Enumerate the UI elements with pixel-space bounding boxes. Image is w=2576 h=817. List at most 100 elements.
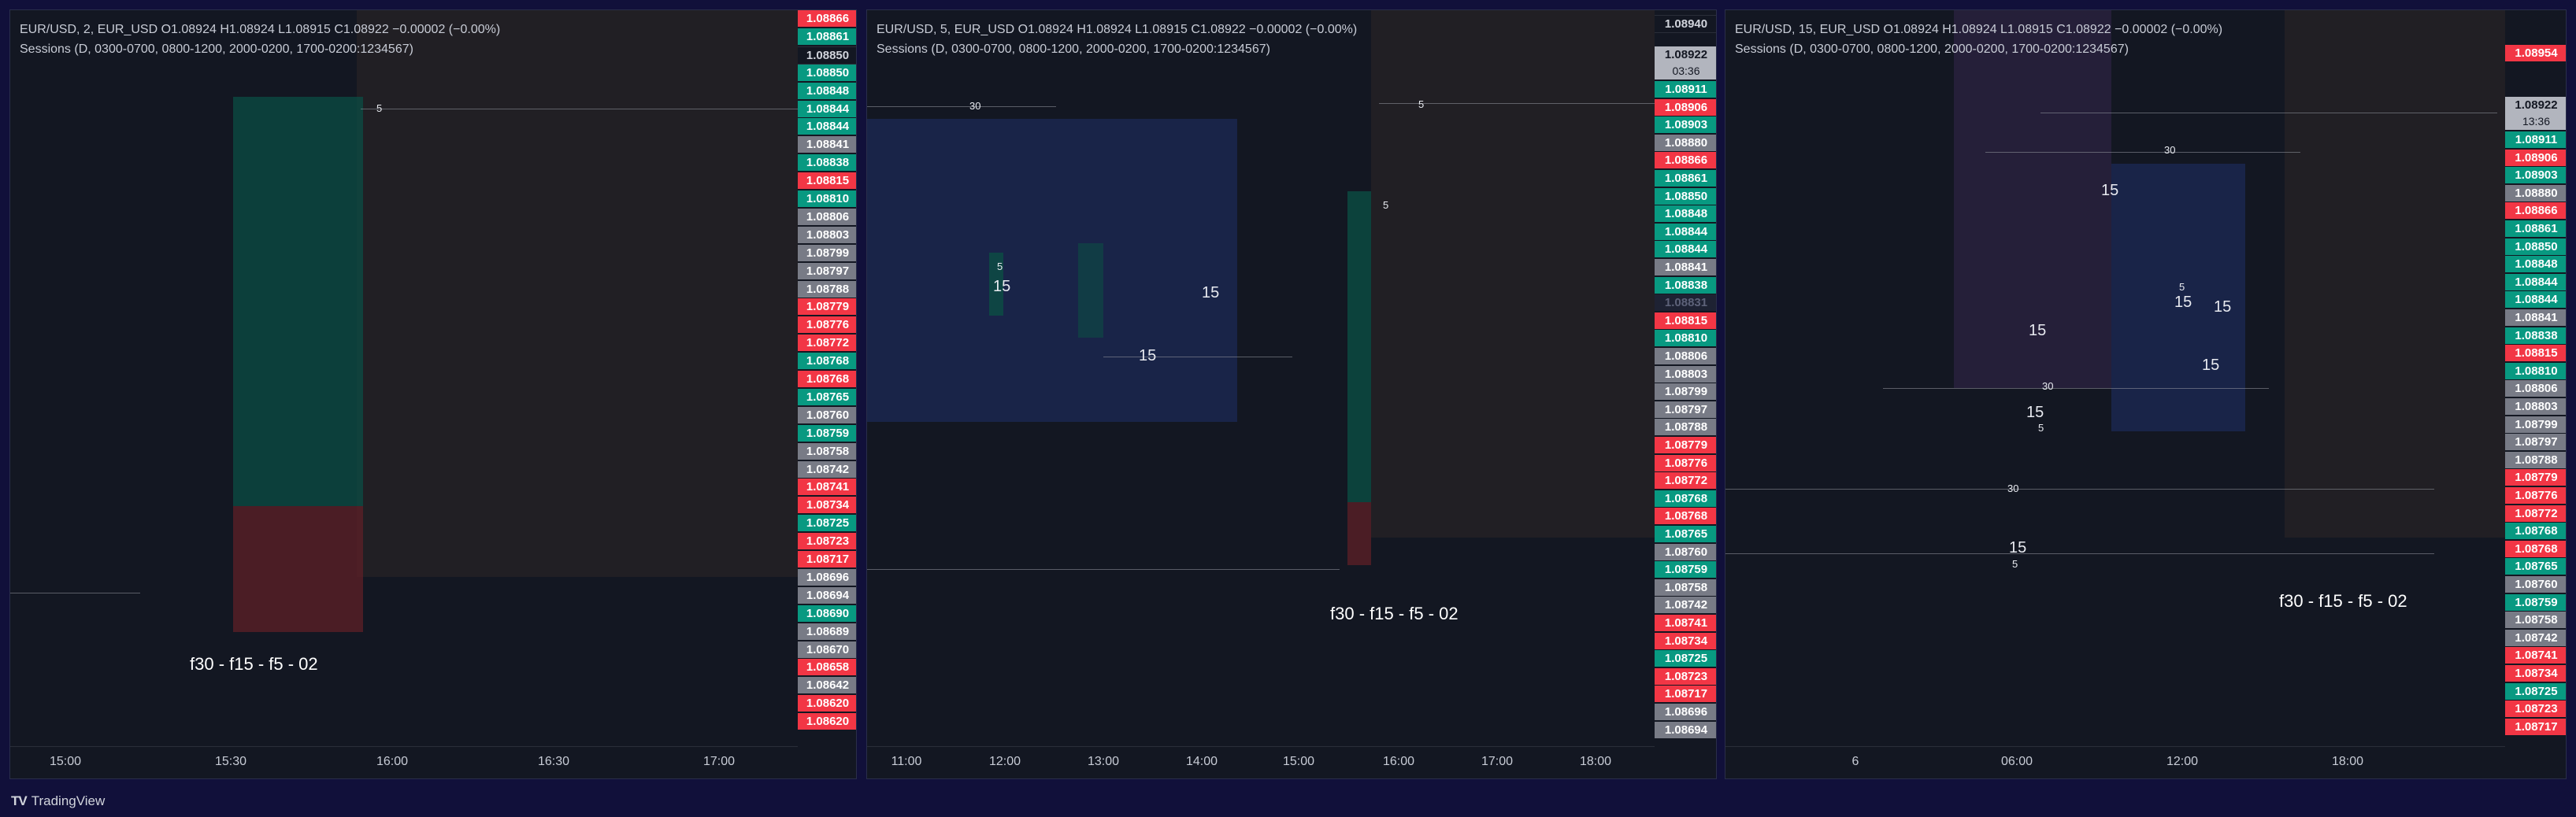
chart-panel-15m[interactable]: 30 15 15 15 5 15 15 30 15 5 30 15 5 EUR/… bbox=[1725, 9, 2567, 779]
price-tag: 1.08689 bbox=[798, 623, 856, 640]
price-tag: 1.08848 bbox=[1655, 205, 1716, 223]
level-label: 15 bbox=[1202, 284, 1220, 301]
price-tag: 1.08803 bbox=[798, 226, 856, 243]
time-tick-label: 6 bbox=[1851, 755, 1859, 768]
price-tag: 1.08723 bbox=[798, 533, 856, 550]
price-tag: 1.08741 bbox=[2505, 647, 2566, 664]
price-tag: 1.08658 bbox=[798, 659, 856, 676]
mini-zone bbox=[989, 253, 1003, 316]
level-label: 15 bbox=[2202, 357, 2220, 374]
price-tag: 1.08806 bbox=[2505, 380, 2566, 397]
price-tag: 1.08620 bbox=[798, 695, 856, 712]
mini-zone bbox=[1078, 243, 1103, 338]
price-tag: 1.08741 bbox=[1655, 615, 1716, 631]
price-ladder[interactable]: 1.08940 1.08922 03:36 1.08911 1.08906 1.08903… bbox=[1655, 10, 1716, 747]
price-tag: 1.08694 bbox=[798, 586, 856, 604]
price-tag: 1.08880 bbox=[1655, 134, 1716, 151]
price-tag: 1.08810 bbox=[798, 190, 856, 207]
long-position-loss-zone[interactable] bbox=[233, 506, 363, 632]
level-line bbox=[1379, 103, 1655, 104]
current-price-tag: 1.08922 13:36 bbox=[2505, 97, 2566, 130]
session-box-blue bbox=[867, 119, 1237, 422]
chart-panel-2m[interactable]: 5 EUR/USD, 2, EUR_USD O1.08924 H1.08924 … bbox=[9, 9, 857, 779]
price-tag: 1.08758 bbox=[798, 442, 856, 460]
symbol-info: EUR/USD, 5, EUR_USD O1.08924 H1.08924 L1… bbox=[877, 20, 1357, 59]
price-tag: 1.08723 bbox=[1655, 667, 1716, 685]
price-tag: 1.08642 bbox=[798, 677, 856, 694]
chart-panel-5m[interactable]: 30 5 15 15 15 5 5 EUR/USD, 5, EUR_USD O1… bbox=[866, 9, 1717, 779]
level-label: 15 bbox=[993, 278, 1011, 295]
sessions-indicator-label[interactable]: Sessions (D, 0300-0700, 0800-1200, 2000-… bbox=[877, 43, 1270, 56]
price-tag: 1.08734 bbox=[2505, 665, 2566, 682]
plot-area[interactable]: 30 15 15 15 5 15 15 30 15 5 30 15 5 bbox=[1725, 10, 2505, 747]
price-tag: 1.08725 bbox=[798, 515, 856, 532]
price-tag: 1.08788 bbox=[1655, 419, 1716, 436]
level-label: 15 bbox=[2029, 322, 2047, 339]
price-tag: 1.08841 bbox=[1655, 259, 1716, 275]
price-ladder[interactable]: 1.08954 1.08922 13:36 1.08911 1.08906 1.08903… bbox=[2505, 10, 2566, 747]
price-tag: 1.08903 bbox=[1655, 116, 1716, 134]
long-position-profit-zone[interactable] bbox=[233, 97, 363, 506]
price-tag: 1.08742 bbox=[1655, 597, 1716, 614]
price-tag: 1.08772 bbox=[798, 335, 856, 352]
price-tag: 1.08844 bbox=[2505, 273, 2566, 290]
symbol-info: EUR/USD, 15, EUR_USD O1.08924 H1.08924 L… bbox=[1735, 20, 2222, 59]
price-ladder[interactable]: 1.08866 1.08861 1.08850 1.08850 1.08848 1.088… bbox=[798, 10, 856, 747]
ohlc-header: EUR/USD, 2, EUR_USD O1.08924 H1.08924 L1… bbox=[20, 23, 501, 36]
tradingview-brand[interactable]: TV TradingView bbox=[11, 793, 105, 809]
annotation-note[interactable]: f30 - f15 - f5 - 02 bbox=[2279, 591, 2407, 611]
price-tag: 1.08765 bbox=[2505, 558, 2566, 575]
price-tag: 1.08799 bbox=[1655, 383, 1716, 401]
price-tag: 1.08806 bbox=[798, 208, 856, 225]
level-label: 15 bbox=[2026, 404, 2044, 421]
time-tick-label: 15:30 bbox=[214, 755, 247, 768]
time-tick-label: 16:00 bbox=[376, 755, 409, 768]
price-tag: 1.08768 bbox=[1655, 508, 1716, 525]
price-tag: 1.08772 bbox=[2505, 505, 2566, 522]
price-tag: 1.08838 bbox=[1655, 276, 1716, 294]
price-tag: 1.08741 bbox=[798, 479, 856, 496]
level-label: 30 bbox=[2042, 380, 2054, 392]
annotation-note[interactable]: f30 - f15 - f5 - 02 bbox=[1330, 604, 1458, 623]
price-tag: 1.08742 bbox=[2505, 629, 2566, 646]
price-tag: 1.08759 bbox=[2505, 593, 2566, 611]
time-axis[interactable]: 11:00 12:00 13:00 14:00 15:00 16:00 17:00 18:00 bbox=[867, 746, 1655, 778]
sessions-indicator-label[interactable]: Sessions (D, 0300-0700, 0800-1200, 2000-… bbox=[1735, 43, 2129, 56]
level-line bbox=[1725, 489, 2434, 490]
price-tag: 1.08799 bbox=[798, 244, 856, 261]
price-tag: 1.08779 bbox=[1655, 437, 1716, 453]
price-tag: 1.08765 bbox=[798, 388, 856, 405]
time-tick-label: 18:00 bbox=[2331, 755, 2364, 768]
level-label: 5 bbox=[376, 102, 383, 114]
price-tag: 1.08844 bbox=[1655, 241, 1716, 258]
session-box-purple bbox=[1954, 10, 2111, 388]
level-label: 5 bbox=[1418, 98, 1425, 110]
plot-area[interactable]: 30 5 15 15 15 5 5 bbox=[867, 10, 1655, 747]
price-tag: 1.08799 bbox=[2505, 416, 2566, 433]
price-tag: 1.08844 bbox=[2505, 291, 2566, 309]
time-tick-label: 16:00 bbox=[1382, 755, 1415, 768]
price-tag: 1.08768 bbox=[798, 371, 856, 387]
bar-countdown: 13:36 bbox=[2522, 115, 2551, 128]
time-tick-label: 12:00 bbox=[988, 755, 1021, 768]
price-tag: 1.08861 bbox=[1655, 170, 1716, 187]
ohlc-header: EUR/USD, 5, EUR_USD O1.08924 H1.08924 L1… bbox=[877, 23, 1358, 36]
level-label: 5 bbox=[2038, 422, 2044, 434]
price-tag: 1.08911 bbox=[1655, 81, 1716, 98]
plot-area[interactable]: 5 bbox=[10, 10, 798, 747]
price-tag: 1.08734 bbox=[798, 497, 856, 514]
session-box-brown bbox=[1371, 10, 1655, 538]
price-tag: 1.08906 bbox=[2505, 149, 2566, 166]
price-tag: 1.08776 bbox=[798, 316, 856, 334]
price-tag: 1.08815 bbox=[2505, 345, 2566, 362]
time-axis[interactable]: 15:00 15:30 16:00 16:30 17:00 bbox=[10, 746, 798, 778]
price-tag: 1.08768 bbox=[798, 353, 856, 370]
long-position-loss-zone[interactable] bbox=[1347, 502, 1371, 565]
time-axis[interactable]: 6 06:00 12:00 18:00 bbox=[1725, 746, 2505, 778]
price-tag: 1.08768 bbox=[2505, 523, 2566, 540]
long-position-profit-zone[interactable] bbox=[1347, 191, 1371, 502]
level-line bbox=[1725, 553, 2434, 554]
price-tag: 1.08768 bbox=[2505, 540, 2566, 557]
annotation-note[interactable]: f30 - f15 - f5 - 02 bbox=[190, 654, 318, 674]
sessions-indicator-label[interactable]: Sessions (D, 0300-0700, 0800-1200, 2000-… bbox=[20, 43, 413, 56]
